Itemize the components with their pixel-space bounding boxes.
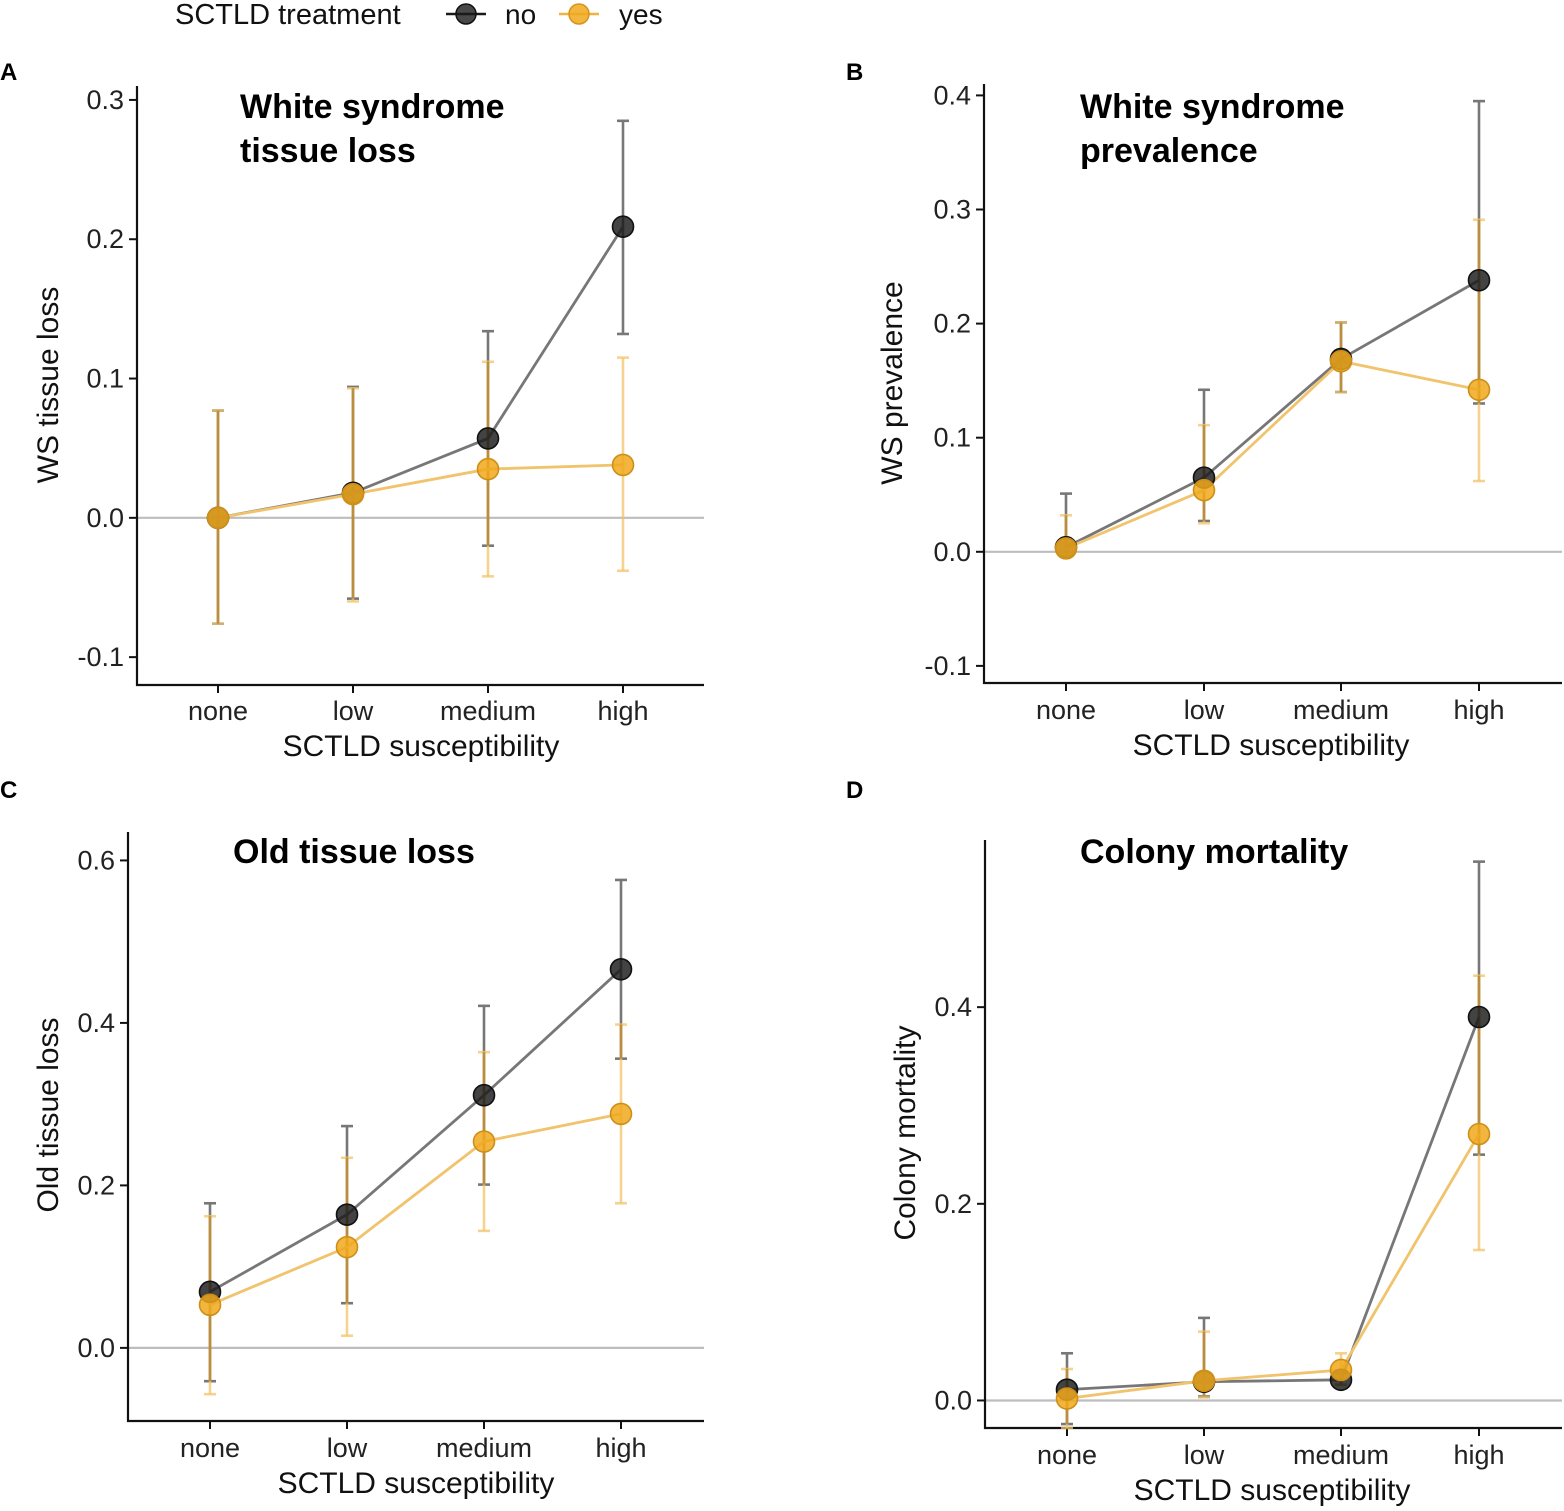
y-tick-label: 0.4 xyxy=(934,992,972,1022)
point-yes-low xyxy=(1192,1369,1216,1393)
series-line-no xyxy=(209,968,622,1294)
y-tick-label: 0.4 xyxy=(933,80,971,110)
y-tick-label: 0.2 xyxy=(934,1189,972,1219)
series-line-no xyxy=(1066,1016,1481,1392)
y-axis-title: Old tissue loss xyxy=(32,1017,65,1212)
point-yes-medium xyxy=(1329,349,1353,373)
point-yes-high xyxy=(1467,1122,1491,1146)
y-tick-label: 0.0 xyxy=(933,537,971,567)
error-bars xyxy=(1061,860,1485,1430)
panel-letter: B xyxy=(846,59,863,86)
point-yes-low xyxy=(335,1235,359,1259)
point-no-high xyxy=(1467,268,1491,292)
point-no-medium xyxy=(476,427,500,450)
panel-C: C 0.0 0.2 0.4 0.6 none low medium high SCTLD susc… xyxy=(0,777,704,1500)
x-axis-title: SCTLD susceptibility xyxy=(278,1467,555,1500)
point-no-high xyxy=(609,957,633,981)
x-axis-title: SCTLD susceptibility xyxy=(1134,1474,1411,1507)
x-tick-label: medium xyxy=(1293,1440,1389,1470)
y-tick-label: 0.6 xyxy=(77,845,115,875)
y-axis-title: WS tissue loss xyxy=(32,287,65,484)
point-no-low xyxy=(335,1203,359,1226)
x-tick-label: high xyxy=(597,696,648,726)
x-tick-label: none xyxy=(188,696,248,726)
y-tick-label: 0.1 xyxy=(86,364,124,394)
x-tick-label: medium xyxy=(1293,695,1389,725)
x-axis-title: SCTLD susceptibility xyxy=(283,730,560,763)
y-tick-label: 0.2 xyxy=(86,224,124,254)
panel-title: Colony mortality xyxy=(1080,833,1348,871)
panel-A: A -0.1 0.0 0.1 0.2 0.3 none low medium high SCTLD … xyxy=(0,59,704,763)
y-axis-title: WS prevalence xyxy=(876,281,909,484)
y-tick-label: 0.1 xyxy=(933,423,971,453)
legend-yes-label: yes xyxy=(619,0,663,30)
point-yes-high xyxy=(609,1102,633,1126)
point-no-high xyxy=(1467,1005,1491,1029)
panel-title: Old tissue loss xyxy=(233,833,475,871)
point-yes-high xyxy=(611,453,635,477)
series-line-no xyxy=(217,225,625,520)
y-tick-label: 0.4 xyxy=(77,1008,115,1038)
panel-letter: D xyxy=(846,777,863,804)
panel-title: White syndrome xyxy=(240,88,504,126)
x-tick-label: low xyxy=(333,696,374,726)
panel-letter: C xyxy=(0,777,17,804)
x-tick-label: medium xyxy=(436,1433,532,1463)
x-tick-label: low xyxy=(327,1433,368,1463)
point-no-high xyxy=(611,215,635,238)
legend: SCTLD treatment no yes xyxy=(175,0,663,31)
series-line-yes xyxy=(209,1112,622,1307)
panels: A -0.1 0.0 0.1 0.2 0.3 none low medium high SCTLD … xyxy=(0,59,1562,1507)
legend-no-label: no xyxy=(505,0,536,30)
point-yes-medium xyxy=(1329,1358,1353,1382)
series-line-yes xyxy=(1065,359,1480,550)
point-yes-medium xyxy=(472,1130,496,1153)
point-yes-high xyxy=(1467,378,1491,402)
legend-title: SCTLD treatment xyxy=(175,0,401,31)
y-tick-label: -0.1 xyxy=(77,642,124,672)
x-tick-label: low xyxy=(1184,695,1225,725)
point-yes-medium xyxy=(476,457,500,481)
x-tick-label: high xyxy=(595,1433,646,1463)
legend-yes-marker xyxy=(568,3,590,25)
panel-B: B -0.1 0.0 0.1 0.2 0.3 0.4 none low medium high SCT… xyxy=(846,59,1562,762)
y-tick-label: -0.1 xyxy=(924,651,971,681)
y-tick-label: 0.2 xyxy=(77,1170,115,1200)
y-tick-label: 0.0 xyxy=(77,1333,115,1363)
point-yes-none xyxy=(206,506,230,530)
panel-title: White syndrome xyxy=(1080,88,1344,126)
point-yes-low xyxy=(1192,478,1216,502)
y-tick-label: 0.3 xyxy=(933,195,971,225)
panel-title: tissue loss xyxy=(240,132,416,170)
point-yes-none xyxy=(1055,1387,1079,1410)
error-bars xyxy=(204,878,627,1396)
series-line-yes xyxy=(217,463,624,520)
y-axis-title: Colony mortality xyxy=(889,1025,922,1240)
y-tick-label: 0.3 xyxy=(86,85,124,115)
panel-D: D 0.0 0.2 0.4 none low medium high SCTLD suscept… xyxy=(846,777,1562,1507)
series-line-yes xyxy=(1066,1133,1481,1400)
point-yes-low xyxy=(341,482,365,506)
series-line-no xyxy=(1065,279,1480,549)
point-no-medium xyxy=(472,1083,496,1107)
x-axis-title: SCTLD susceptibility xyxy=(1133,729,1410,762)
x-tick-label: high xyxy=(1453,695,1504,725)
x-tick-label: high xyxy=(1453,1440,1504,1470)
point-yes-none xyxy=(1054,537,1078,560)
x-tick-label: none xyxy=(180,1433,240,1463)
panel-letter: A xyxy=(0,59,17,86)
panel-title: prevalence xyxy=(1080,132,1258,170)
x-tick-label: none xyxy=(1036,695,1096,725)
x-tick-label: medium xyxy=(440,696,536,726)
point-yes-none xyxy=(198,1293,222,1317)
x-tick-label: none xyxy=(1037,1440,1097,1470)
legend-no-marker xyxy=(455,3,477,25)
y-tick-label: 0.0 xyxy=(934,1385,972,1415)
x-tick-label: low xyxy=(1184,1440,1225,1470)
error-bars xyxy=(212,119,629,626)
y-tick-label: 0.0 xyxy=(86,503,124,533)
y-tick-label: 0.2 xyxy=(933,309,971,339)
